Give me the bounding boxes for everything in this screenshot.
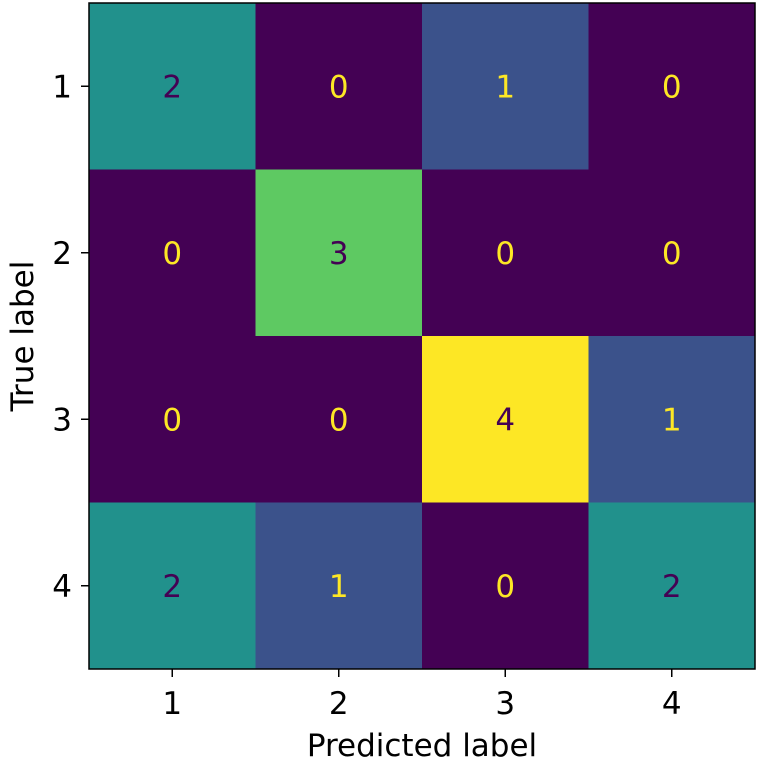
heatmap-cell-r1-c1 (89, 3, 256, 170)
cell-value-labels: 2 0 1 0 0 3 0 0 0 0 4 1 2 1 0 2 (162, 69, 681, 605)
heatmap-cell-r1-c3 (422, 3, 589, 170)
cell-value-r4-c3: 0 (495, 569, 515, 605)
cell-value-r2-c1: 0 (162, 236, 182, 272)
y-tick-label-1: 1 (52, 69, 72, 105)
cell-value-r1-c4: 0 (662, 69, 682, 105)
x-tick-label-3: 3 (495, 686, 515, 722)
cell-value-r2-c4: 0 (662, 236, 682, 272)
heatmap-cell-r2-c2 (255, 169, 423, 337)
y-axis-ticks: 1 2 3 4 (52, 69, 89, 605)
heatmap-cell-r3-c1 (89, 336, 256, 503)
cell-value-r4-c1: 2 (162, 569, 182, 605)
x-tick-label-4: 4 (662, 686, 682, 722)
x-tick-label-1: 1 (162, 686, 182, 722)
cell-value-r1-c3: 1 (495, 69, 515, 105)
heatmap-cell-r4-c3 (422, 502, 589, 670)
cell-value-r3-c3: 4 (495, 402, 515, 438)
cell-value-r1-c1: 2 (162, 69, 182, 105)
heatmap-cells (89, 3, 756, 670)
y-tick-label-4: 4 (52, 569, 72, 605)
heatmap-cell-r3-c4 (588, 336, 756, 503)
cell-value-r3-c2: 0 (329, 402, 349, 438)
x-tick-label-2: 2 (329, 686, 349, 722)
heatmap-cell-r2-c4 (588, 169, 756, 337)
x-axis-ticks: 1 2 3 4 (162, 669, 682, 722)
heatmap-cell-r3-c2 (255, 336, 423, 503)
cell-value-r1-c2: 0 (329, 69, 349, 105)
cell-value-r4-c4: 2 (662, 569, 682, 605)
cell-value-r4-c2: 1 (329, 569, 349, 605)
heatmap-cell-r4-c4 (588, 502, 756, 670)
y-axis-label: True label (5, 261, 41, 413)
cell-value-r3-c1: 0 (162, 402, 182, 438)
heatmap-cell-r2-c1 (89, 169, 256, 337)
heatmap-cell-r2-c3 (422, 169, 589, 337)
y-tick-label-2: 2 (52, 236, 72, 272)
heatmap-cell-r1-c4 (588, 3, 756, 170)
heatmap-cell-r1-c2 (255, 3, 423, 170)
heatmap-cell-r4-c1 (89, 502, 256, 670)
plot-frame (88, 2, 756, 670)
cell-value-r2-c3: 0 (495, 236, 515, 272)
x-axis-label: Predicted label (307, 728, 537, 761)
heatmap-cell-r4-c2 (255, 502, 423, 670)
cell-value-r2-c2: 3 (329, 236, 349, 272)
y-tick-label-3: 3 (52, 402, 72, 438)
cell-value-r3-c4: 1 (662, 402, 682, 438)
heatmap-cell-r3-c3 (422, 336, 589, 503)
